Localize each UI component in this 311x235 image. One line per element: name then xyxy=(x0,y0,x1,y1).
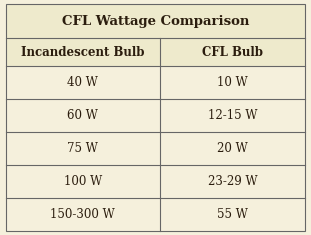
Text: 100 W: 100 W xyxy=(64,175,102,188)
Bar xyxy=(6,132,305,165)
Text: 150-300 W: 150-300 W xyxy=(50,208,115,221)
Text: 20 W: 20 W xyxy=(217,142,248,155)
Text: CFL Bulb: CFL Bulb xyxy=(202,46,263,59)
Text: 75 W: 75 W xyxy=(67,142,98,155)
Text: 23-29 W: 23-29 W xyxy=(208,175,258,188)
Bar xyxy=(6,66,305,99)
Text: 12-15 W: 12-15 W xyxy=(208,109,258,122)
Text: 55 W: 55 W xyxy=(217,208,248,221)
Text: Incandescent Bulb: Incandescent Bulb xyxy=(21,46,145,59)
Text: 40 W: 40 W xyxy=(67,76,98,89)
Text: 10 W: 10 W xyxy=(217,76,248,89)
Bar xyxy=(6,165,305,198)
Bar xyxy=(6,38,305,66)
Text: CFL Wattage Comparison: CFL Wattage Comparison xyxy=(62,15,249,28)
Text: 60 W: 60 W xyxy=(67,109,98,122)
Bar xyxy=(6,198,305,231)
Bar xyxy=(6,99,305,132)
Bar xyxy=(6,4,305,38)
